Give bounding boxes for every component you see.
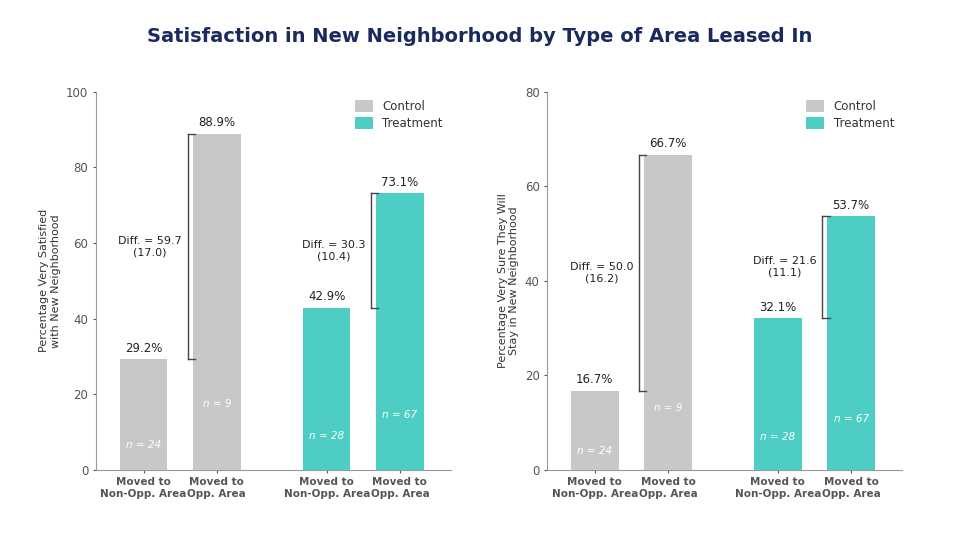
Text: n = 9: n = 9 [654, 403, 683, 413]
Legend: Control, Treatment: Control, Treatment [802, 96, 899, 134]
Text: 16.7%: 16.7% [576, 373, 613, 386]
Bar [755, 318, 802, 470]
Text: 73.1%: 73.1% [381, 176, 419, 189]
Text: 29.2%: 29.2% [125, 342, 162, 355]
Bar [193, 134, 241, 470]
Y-axis label: Percentage Very Satisfied
with New Neighborhood: Percentage Very Satisfied with New Neigh… [39, 209, 60, 353]
Bar [571, 391, 618, 470]
Text: Diff. = 21.6
(11.1): Diff. = 21.6 (11.1) [753, 256, 816, 278]
Bar [376, 193, 423, 470]
Bar [828, 216, 875, 470]
Text: n = 67: n = 67 [382, 410, 418, 420]
Text: n = 24: n = 24 [577, 446, 612, 456]
Text: 88.9%: 88.9% [199, 116, 235, 129]
Text: Diff. = 59.7
(17.0): Diff. = 59.7 (17.0) [118, 236, 182, 258]
Text: 32.1%: 32.1% [759, 301, 797, 314]
Bar [303, 308, 350, 470]
Text: 53.7%: 53.7% [832, 199, 870, 212]
Text: Diff. = 30.3
(10.4): Diff. = 30.3 (10.4) [301, 240, 365, 261]
Text: n = 9: n = 9 [203, 399, 231, 409]
Text: n = 67: n = 67 [833, 414, 869, 424]
Bar [120, 360, 167, 470]
Text: n = 24: n = 24 [126, 440, 161, 450]
Text: Diff. = 50.0
(16.2): Diff. = 50.0 (16.2) [569, 262, 634, 284]
Legend: Control, Treatment: Control, Treatment [350, 96, 447, 134]
Text: 66.7%: 66.7% [649, 137, 686, 150]
Text: Satisfaction in New Neighborhood by Type of Area Leased In: Satisfaction in New Neighborhood by Type… [147, 27, 813, 46]
Y-axis label: Percentage Very Sure They Will
Stay in New Neighborhood: Percentage Very Sure They Will Stay in N… [497, 193, 519, 368]
Bar [644, 154, 692, 470]
Text: n = 28: n = 28 [309, 430, 345, 441]
Text: n = 28: n = 28 [760, 433, 796, 442]
Text: 42.9%: 42.9% [308, 290, 346, 303]
